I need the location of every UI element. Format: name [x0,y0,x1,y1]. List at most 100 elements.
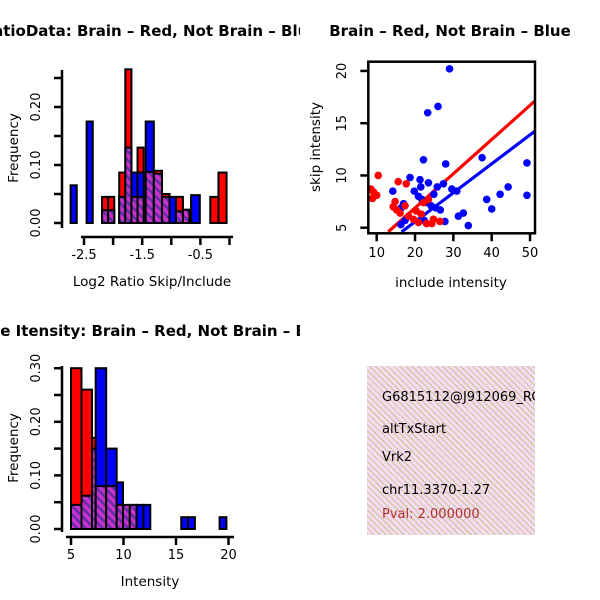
y-tick-label: 0.00 [29,515,44,544]
gene-intensity-histogram-svg: 5 10 15 20 0.00 0.10 0.20 0.30 Gene Itensity: Br… [0,322,300,590]
panel-log2ratio-histogram: -2.5 -1.5 -0.5 0.00 0.10 0.20 RatioData: Brain… [0,0,300,300]
bar-segment-blue [85,120,94,224]
scatter-point-red [396,209,404,217]
y-tick-label: 20 [335,63,350,80]
bar-segment-overlap [121,503,131,531]
x-tick-label: 10 [368,246,385,261]
bar-segment-overlap [144,170,155,225]
info-line-event-type: altTxStart [382,422,447,437]
scatter-point-blue [441,160,450,168]
y-tick-label: 15 [335,115,350,132]
info-line-pval: Pval: 2.000000 [382,507,480,522]
bar-segment-blue [180,516,190,530]
scatter-point-blue [496,190,504,199]
chart-title: Brain – Red, Not Brain – Blue [329,22,571,40]
y-tick-label: 0.30 [29,354,44,383]
info-line-locus: chr11.3370-1.27 [382,483,491,498]
bar-segment-blue [218,516,228,530]
scatter-point-blue [439,180,448,188]
scatter-point-blue [416,183,425,191]
scatter-point-red [428,219,436,228]
chart-title: RatioData: Brain – Red, Not Brain – Blue [0,22,300,40]
x-tick-label: 5 [67,548,75,563]
plot-box [367,60,537,235]
scatter-point-red [417,210,425,218]
bar-segment-overlap [152,172,163,224]
y-tick-label: 0.10 [29,461,44,490]
scatter-point-blue [436,206,445,214]
y-axis-title: Frequency [6,113,22,183]
x-tick-label: -1.5 [130,248,155,263]
bar-segment-overlap [181,208,191,225]
scatter-point-red [424,195,433,204]
bar-segment-overlap [80,494,93,531]
axes: 5 10 15 20 0.00 0.10 0.20 0.30 [29,354,237,563]
x-tick-label: -2.5 [71,248,96,263]
info-line-probe-id: G6815112@J912069_RC [382,390,535,405]
intensity-scatter-svg: 10 20 30 40 50 5 10 15 20 Brain – Red, Not Brain … [308,22,571,291]
scatter-point-blue [487,205,496,213]
bar-segment-overlap [136,195,145,224]
scatter-point-blue [445,65,454,73]
scatter-point-red [374,171,383,180]
y-tick-label: 0.20 [29,407,44,436]
scatter-point-blue [388,187,397,195]
scatter-point-red [436,217,444,226]
bar-segment-overlap [70,503,83,531]
panel-info-box: G6815112@J912069_RC altTxStart Vrk2 chr1… [300,300,600,600]
y-tick-label: 0.20 [29,93,44,122]
plot-area [368,65,535,234]
x-axis-title: include intensity [395,275,507,291]
scatter-point-blue [406,173,414,182]
axes: -2.5 -1.5 -0.5 0.00 0.10 0.20 [29,70,233,263]
x-tick-label: -0.5 [188,248,213,263]
histogram-bars [70,367,228,531]
scatter-point-red [422,219,431,228]
bar-segment-red [217,171,228,224]
bar-segment-blue [190,194,201,225]
y-axis-title: skip intensity [308,102,324,192]
scatter-point-red [401,201,409,210]
scatter-point-red [402,180,411,188]
panel-gene-intensity-histogram: 5 10 15 20 0.00 0.10 0.20 0.30 Gene Itensity: Br… [0,300,300,600]
scatter-point-blue [523,191,531,200]
bar-segment-overlap [94,485,108,530]
scatter-point-red [394,177,402,186]
scatter-point-blue [419,155,428,164]
bar-segment-blue [142,503,152,531]
scatter-point-blue [453,187,461,195]
bar-segment-overlap [128,503,138,531]
bar-segment-blue [135,503,145,531]
x-axis-title: Log2 Ratio Skip/Include [73,274,231,290]
scatter-series-red [368,171,444,228]
scatter-point-red [368,194,377,203]
scatter-point-blue [433,183,442,191]
bar-segment-overlap [160,195,171,224]
bar-segment-overlap [105,485,118,530]
y-axis-title: Frequency [6,413,22,483]
x-tick-label: 20 [407,246,424,261]
y-tick-label: 0.10 [29,151,44,180]
x-tick-label: 10 [115,548,132,563]
bar-segment-overlap [107,209,116,225]
scatter-point-blue [416,175,424,184]
scatter-point-blue [482,195,491,204]
scatter-point-blue [434,102,442,111]
scatter-point-blue [523,159,531,167]
scatter-point-blue [423,108,432,117]
bar-segment-red [209,195,220,224]
scatter-point-blue [464,221,473,230]
scatter-point-blue [397,220,405,229]
scatter-point-blue [504,183,512,191]
scatter-point-blue [424,178,433,187]
y-tick-label: 10 [335,167,350,184]
info-line-gene-name: Vrk2 [382,450,413,465]
bar-segment-blue [69,184,78,225]
x-tick-label: 30 [445,246,462,261]
x-tick-label: 15 [168,548,185,563]
scatter-point-red [414,218,423,227]
histogram-bars [69,68,228,225]
x-axis-title: Intensity [121,574,180,590]
x-tick-label: 40 [483,246,500,261]
y-tick-label: 0.00 [29,209,44,238]
